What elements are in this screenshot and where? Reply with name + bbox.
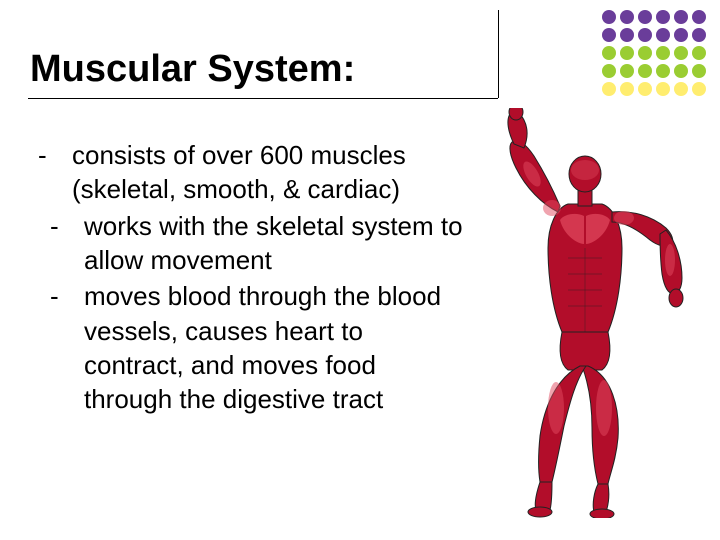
deco-dot (638, 10, 652, 24)
deco-dot (692, 10, 706, 24)
deco-dot (620, 28, 634, 42)
deco-dot (602, 64, 616, 78)
deco-dot (656, 10, 670, 24)
deco-dot (602, 10, 616, 24)
deco-dot (602, 82, 616, 96)
deco-dot (620, 82, 634, 96)
deco-dot (656, 82, 670, 96)
deco-dot (674, 64, 688, 78)
muscular-figure (460, 108, 710, 518)
deco-dot (692, 64, 706, 78)
deco-dot (620, 46, 634, 60)
deco-dot (656, 28, 670, 42)
deco-dot (638, 64, 652, 78)
deco-dot (602, 28, 616, 42)
bullet-dash: - (36, 279, 84, 416)
deco-dot (692, 28, 706, 42)
corner-dot-decoration (602, 10, 706, 100)
bullet-text: works with the skeletal system to allow … (84, 209, 466, 278)
title-vertical-line (498, 10, 499, 98)
deco-dot (674, 82, 688, 96)
bullet-text: moves blood through the blood vessels, c… (84, 279, 466, 416)
slide-title: Muscular System: (30, 48, 355, 91)
bullet-text: consists of over 600 muscles (skeletal, … (72, 138, 466, 207)
deco-dot (656, 46, 670, 60)
deco-dot (620, 10, 634, 24)
deco-dot (602, 46, 616, 60)
bullet-item: -works with the skeletal system to allow… (36, 209, 466, 278)
bullet-list: -consists of over 600 muscles (skeletal,… (36, 138, 466, 419)
deco-dot (638, 28, 652, 42)
bullet-item: -moves blood through the blood vessels, … (36, 279, 466, 416)
deco-dot (692, 46, 706, 60)
bullet-dash: - (36, 138, 72, 207)
deco-dot (638, 46, 652, 60)
deco-dot (638, 82, 652, 96)
bullet-item: -consists of over 600 muscles (skeletal,… (36, 138, 466, 207)
title-underline (28, 98, 498, 99)
deco-dot (674, 28, 688, 42)
deco-dot (674, 46, 688, 60)
deco-dot (620, 64, 634, 78)
deco-dot (692, 82, 706, 96)
deco-dot (656, 64, 670, 78)
bullet-dash: - (36, 209, 84, 278)
deco-dot (674, 10, 688, 24)
